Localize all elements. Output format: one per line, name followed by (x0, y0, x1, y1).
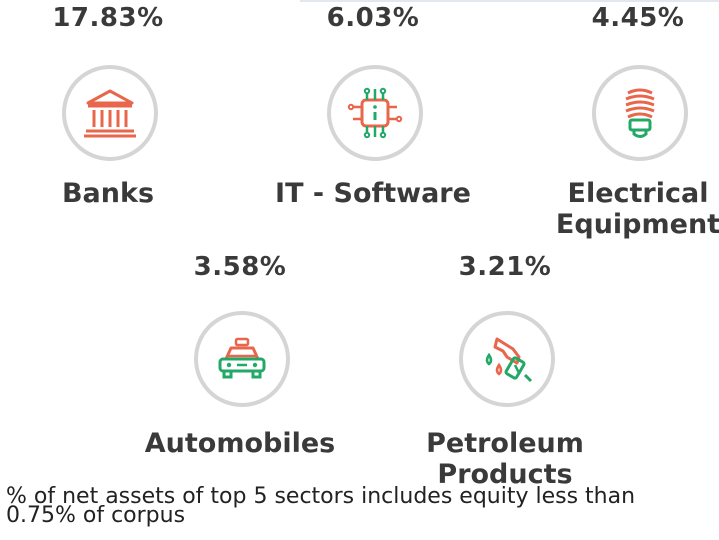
sector-name: IT - Software (275, 178, 471, 209)
sector-percent: 6.03% (326, 3, 420, 33)
car-icon (194, 311, 290, 407)
sector-name: Petroleum Products (385, 428, 625, 490)
sector-name-line: Petroleum (426, 428, 584, 459)
sector-name-line: Equipment (555, 209, 719, 240)
microchip-info-icon (327, 65, 423, 161)
fuel-nozzle-icon (459, 311, 555, 407)
bank-building-icon (62, 65, 158, 161)
light-bulb-icon (592, 65, 688, 161)
top-divider (300, 0, 719, 2)
sector-name: Electrical Equipment (518, 178, 719, 240)
sector-name: Banks (61, 178, 155, 209)
sector-percent: 4.45% (591, 3, 685, 33)
footnote: % of net assets of top 5 sectors include… (6, 484, 636, 528)
sector-name: Automobiles (144, 428, 336, 459)
sector-percent: 17.83% (52, 3, 164, 33)
sector-percent: 3.58% (193, 252, 287, 282)
sector-name-line: Products (437, 459, 573, 490)
sector-name-line: Electrical (567, 178, 709, 209)
sector-percent: 3.21% (458, 252, 552, 282)
